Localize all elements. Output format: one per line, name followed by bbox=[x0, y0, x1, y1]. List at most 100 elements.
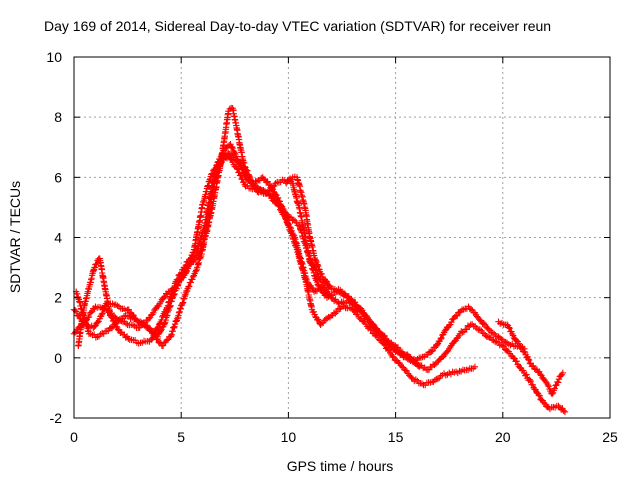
sample-mark bbox=[159, 342, 167, 349]
data-point bbox=[544, 381, 552, 389]
y-axis-label: SDTVAR / TECUs bbox=[7, 181, 23, 293]
chart-title: Day 169 of 2014, Sidereal Day-to-day VTE… bbox=[44, 18, 551, 34]
sample-mark bbox=[389, 353, 396, 360]
sample-mark bbox=[260, 175, 268, 183]
sample-mark bbox=[390, 354, 397, 361]
sample-mark bbox=[183, 268, 190, 275]
sample-mark bbox=[98, 311, 106, 318]
sample-mark bbox=[477, 317, 484, 324]
sample-mark bbox=[186, 259, 193, 267]
sample-mark bbox=[164, 302, 172, 309]
sample-mark bbox=[156, 320, 164, 327]
y-tick-label: 10 bbox=[46, 49, 62, 65]
sample-mark bbox=[351, 298, 359, 306]
sample-mark bbox=[163, 337, 171, 344]
data-series bbox=[70, 104, 569, 416]
sample-mark bbox=[269, 192, 276, 199]
sample-mark bbox=[169, 327, 176, 335]
data-point bbox=[216, 159, 223, 166]
sample-mark bbox=[71, 306, 79, 314]
sample-mark bbox=[187, 255, 194, 263]
sample-mark bbox=[530, 362, 537, 369]
sample-mark bbox=[170, 285, 178, 293]
sample-mark bbox=[560, 407, 567, 414]
sample-mark bbox=[186, 258, 194, 266]
sample-mark bbox=[182, 269, 190, 276]
sample-mark bbox=[428, 348, 435, 355]
sample-mark bbox=[315, 262, 322, 270]
sample-mark bbox=[236, 168, 243, 176]
sample-mark bbox=[493, 338, 500, 345]
data-point bbox=[441, 327, 449, 334]
y-tick-label: -2 bbox=[50, 410, 63, 426]
sample-mark bbox=[165, 299, 172, 306]
series-track-2 bbox=[75, 141, 479, 389]
sample-mark bbox=[437, 335, 444, 343]
sample-mark bbox=[310, 308, 317, 315]
sample-mark bbox=[292, 242, 299, 249]
sample-mark bbox=[165, 298, 173, 305]
sample-mark bbox=[448, 318, 455, 326]
tick-labels: 0 5 10 15 20 25 -2 0 2 4 6 8 10 bbox=[46, 49, 618, 445]
sample-mark bbox=[99, 310, 106, 317]
sample-mark bbox=[480, 320, 488, 327]
sample-mark bbox=[357, 305, 365, 312]
sample-mark bbox=[545, 383, 552, 390]
sample-mark bbox=[94, 319, 101, 326]
sample-mark bbox=[179, 300, 186, 307]
y-tick-label: 6 bbox=[54, 169, 62, 185]
sample-mark bbox=[312, 257, 320, 264]
sample-mark bbox=[372, 324, 379, 332]
sample-mark bbox=[289, 232, 296, 240]
sample-mark bbox=[140, 320, 147, 327]
sample-mark bbox=[318, 270, 325, 278]
data-point bbox=[529, 381, 537, 389]
sample-mark bbox=[190, 249, 197, 256]
sample-mark bbox=[552, 382, 559, 389]
sample-mark bbox=[284, 221, 292, 228]
sample-mark bbox=[122, 320, 130, 327]
sample-mark bbox=[174, 315, 181, 322]
sample-mark bbox=[125, 335, 132, 342]
sample-mark bbox=[253, 177, 261, 185]
sample-mark bbox=[350, 307, 358, 315]
sample-mark bbox=[185, 262, 192, 270]
data-point bbox=[92, 261, 99, 268]
sample-mark bbox=[243, 170, 250, 178]
sample-mark bbox=[498, 341, 505, 349]
data-point bbox=[561, 408, 569, 416]
sample-mark bbox=[79, 321, 86, 329]
sample-mark bbox=[540, 399, 548, 406]
sample-mark bbox=[177, 305, 184, 313]
sample-mark bbox=[187, 279, 194, 286]
sample-mark bbox=[434, 375, 441, 383]
sample-mark bbox=[167, 332, 175, 340]
sample-mark bbox=[118, 317, 125, 325]
sample-mark bbox=[467, 306, 475, 313]
sample-mark bbox=[91, 323, 98, 330]
sample-mark bbox=[244, 171, 251, 179]
sample-mark bbox=[172, 318, 180, 325]
sample-mark bbox=[87, 309, 95, 316]
sample-mark bbox=[279, 205, 287, 213]
sample-mark bbox=[234, 165, 241, 173]
data-point bbox=[175, 309, 183, 316]
sample-mark bbox=[286, 213, 293, 221]
sample-mark bbox=[228, 143, 236, 151]
sample-mark bbox=[505, 324, 513, 331]
sample-mark bbox=[108, 324, 116, 332]
sample-mark bbox=[330, 297, 338, 305]
y-tick-label: 4 bbox=[54, 230, 62, 246]
data-point bbox=[559, 369, 567, 377]
axis-ticks bbox=[73, 56, 611, 419]
sample-mark bbox=[285, 223, 293, 231]
sample-mark bbox=[82, 317, 89, 324]
sample-mark bbox=[269, 183, 277, 190]
sample-mark bbox=[93, 260, 100, 268]
sample-mark bbox=[188, 255, 195, 262]
sample-mark bbox=[314, 261, 321, 269]
sample-mark bbox=[181, 292, 188, 300]
sample-mark bbox=[525, 356, 533, 364]
data-point bbox=[145, 315, 153, 322]
